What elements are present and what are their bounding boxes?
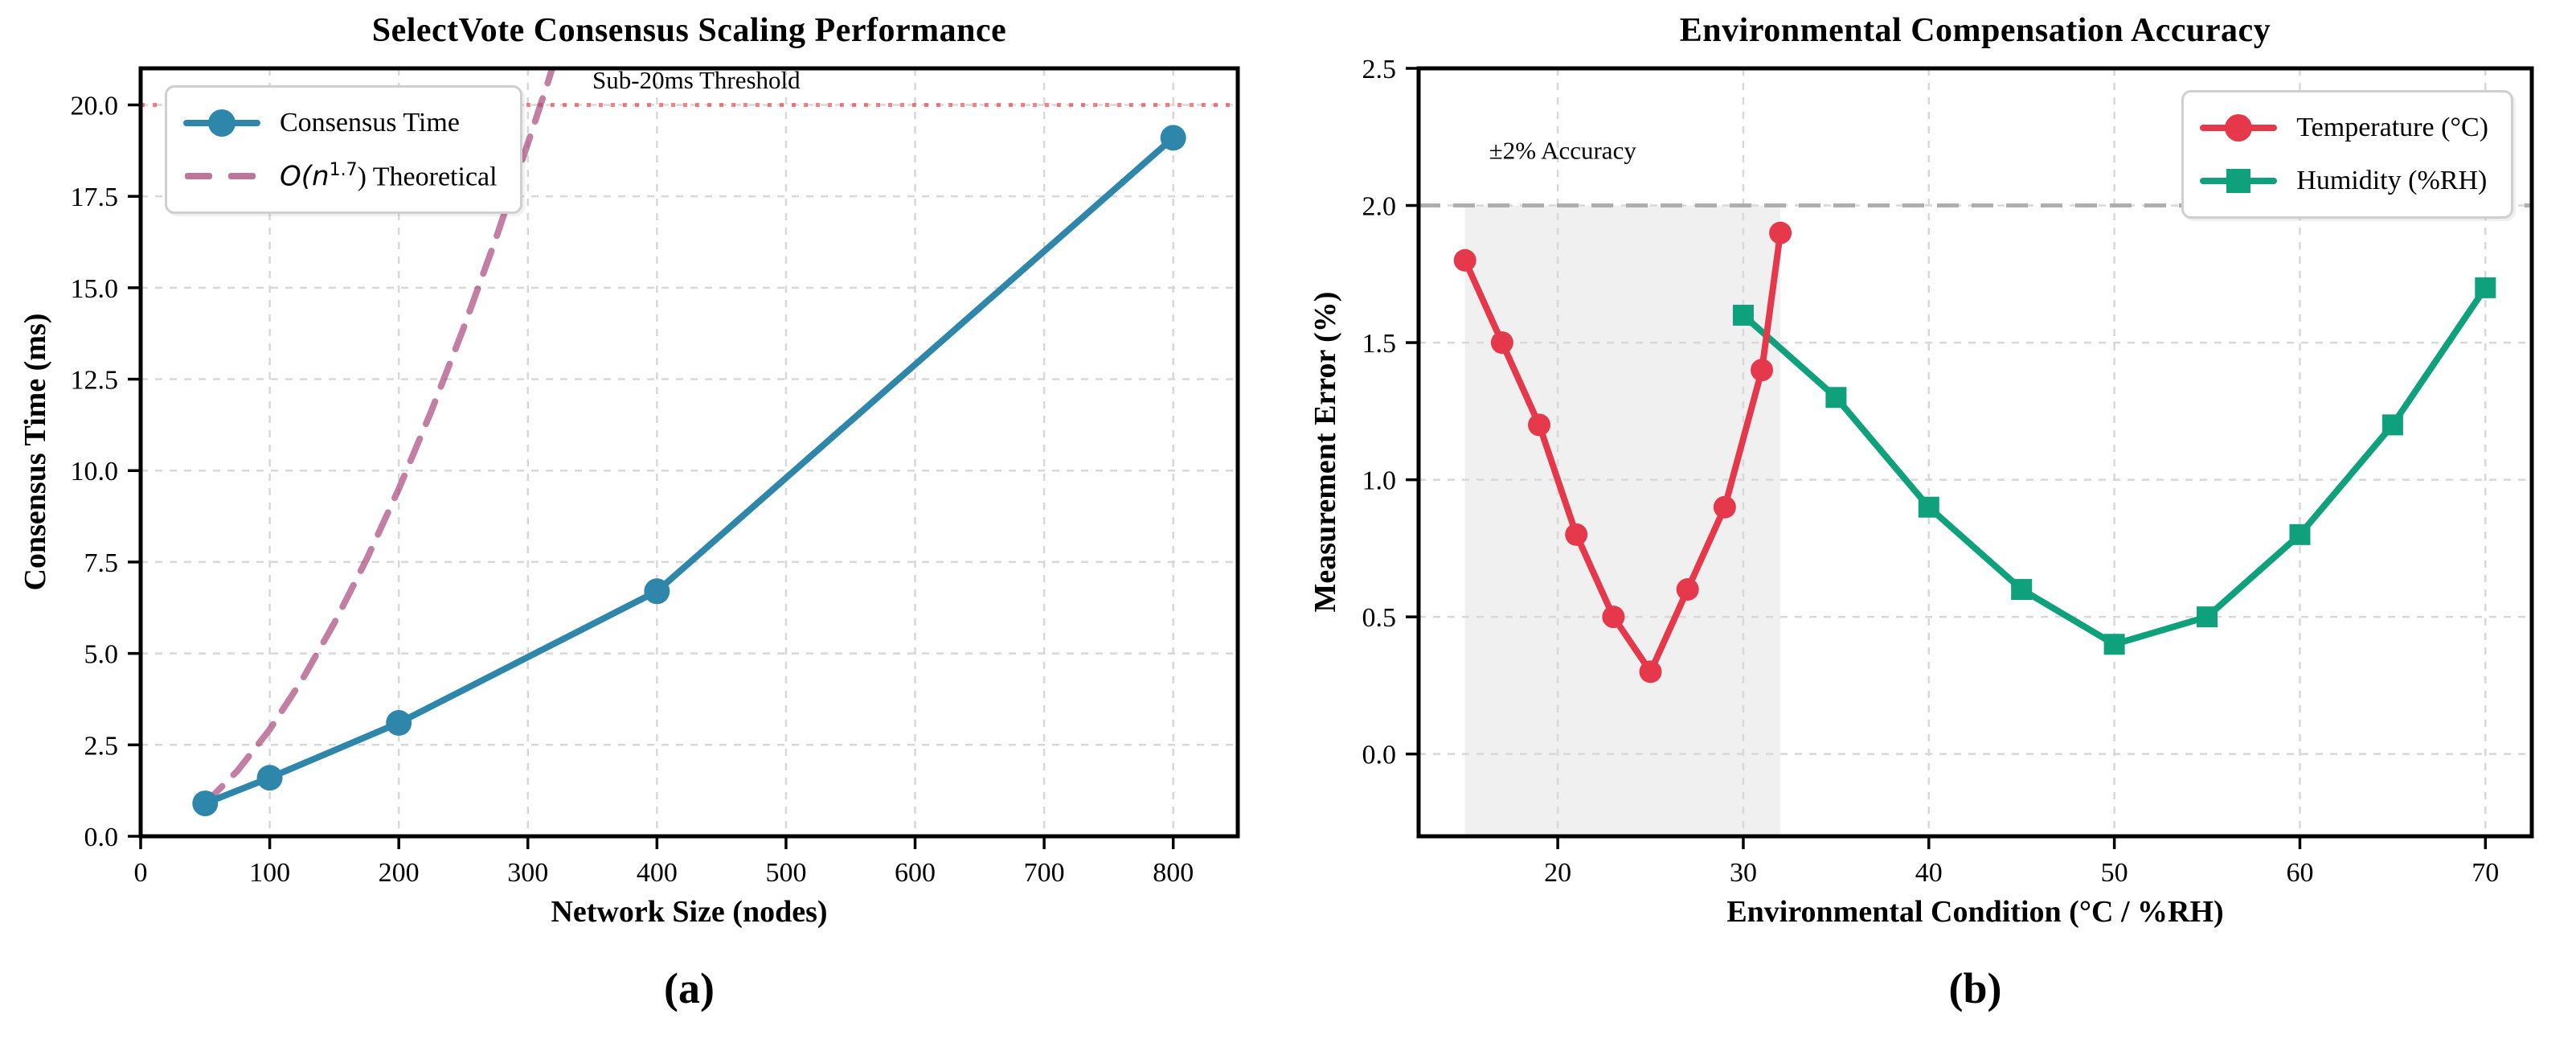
ticks: 20 30 40 50 60 70 0.0 0.5 1.0 1.5 2.0 2.5 [1362, 55, 2500, 888]
panel-b: Environmental Compensation Accuracy ±2% … [1290, 0, 2576, 1055]
legend-square-icon [2226, 169, 2251, 193]
data-point [1676, 578, 1699, 601]
x-tick-label: 300 [507, 858, 548, 888]
temperature-legend-marker [2200, 110, 2278, 146]
y-tick-label: 5.0 [84, 640, 119, 670]
data-point [1751, 359, 1774, 382]
x-tick-label: 40 [1915, 858, 1943, 888]
panel-b-legend: Temperature (°C) Humidity (%RH) [2181, 90, 2513, 219]
panel-b-letter: (b) [1948, 964, 2002, 1012]
humidity-legend-marker [2200, 163, 2278, 199]
x-tick-label: 200 [379, 858, 420, 888]
panel-a-xlabel: Network Size (nodes) [551, 895, 828, 929]
series-temperature-line [1461, 229, 1784, 675]
series-humidity-markers [1732, 277, 2496, 655]
data-point [644, 578, 670, 605]
y-tick-label: 1.5 [1362, 329, 1397, 359]
legend-item-theoretical: O(n1.7) Theoretical [183, 155, 498, 197]
y-tick-label: 10.0 [71, 457, 119, 486]
plot-border [1416, 66, 2534, 839]
x-tick-label: 70 [2472, 858, 2499, 888]
panel-a: SelectVote Consensus Scaling Performance… [0, 0, 1286, 1055]
legend-label: Consensus Time [280, 108, 460, 138]
legend-label: Humidity (%RH) [2296, 166, 2488, 195]
data-point [1639, 660, 1662, 683]
y-tick-label: 7.5 [84, 548, 119, 578]
y-tick-label: 1.0 [1362, 466, 1397, 496]
series-theoretical-line [202, 68, 556, 807]
data-point [1490, 331, 1513, 355]
y-tick-label: 0.0 [84, 823, 119, 852]
y-tick-label: 2.5 [84, 731, 119, 761]
x-tick-label: 0 [134, 858, 148, 888]
data-point [1825, 387, 1847, 408]
y-tick-label: 17.5 [71, 183, 119, 212]
data-point [1918, 496, 1939, 518]
y-tick-label: 0.0 [1362, 741, 1397, 770]
series-consensus-time-markers [192, 125, 1186, 817]
x-tick-label: 20 [1544, 858, 1571, 888]
theoretical-legend-marker [183, 158, 260, 194]
panel-a-letter: (a) [664, 964, 715, 1012]
shaded-region [1464, 205, 1781, 837]
data-point [1453, 248, 1476, 272]
legend-item-consensus-time: Consensus Time [183, 102, 498, 144]
data-point [2475, 277, 2496, 298]
legend-circle-icon [2225, 114, 2253, 142]
x-tick-label: 600 [895, 858, 936, 888]
legend-label: O(n1.7) Theoretical [280, 159, 498, 193]
legend-item-temperature: Temperature (°C) [2200, 107, 2488, 149]
x-tick-label: 100 [249, 858, 290, 888]
x-tick-label: 800 [1153, 858, 1194, 888]
data-point [1602, 605, 1625, 629]
data-point [2381, 414, 2403, 436]
data-point [1565, 523, 1588, 546]
series-temperature-markers [1453, 221, 1792, 683]
x-tick-label: 400 [637, 858, 678, 888]
data-point [1713, 495, 1736, 519]
y-tick-label: 20.0 [71, 91, 119, 121]
panel-a-legend: Consensus Time O(n1.7) Theoretical [165, 85, 522, 214]
x-tick-label: 30 [1730, 858, 1757, 888]
plot-border [138, 66, 1240, 839]
annotation-sub-20ms-threshold: Sub-20ms Threshold [592, 66, 801, 94]
ticks: 0 100 200 300 400 500 600 700 800 0.0 2.5 5.0 7.5 10.… [71, 91, 1194, 888]
panel-b-ylabel: Measurement Error (%) [1308, 291, 1342, 613]
panel-a-ylabel: Consensus Time (ms) [18, 313, 52, 591]
x-tick-label: 500 [765, 858, 806, 888]
data-point [192, 790, 219, 817]
y-tick-label: 2.5 [1362, 55, 1397, 84]
legend-dash-icon [228, 173, 256, 179]
panel-b-xlabel: Environmental Condition (°C / %RH) [1726, 895, 2224, 929]
data-point [2197, 606, 2218, 628]
data-point [2011, 579, 2033, 601]
x-tick-label: 50 [2101, 858, 2128, 888]
legend-label: Temperature (°C) [2296, 113, 2488, 142]
x-tick-label: 700 [1024, 858, 1065, 888]
legend-item-humidity: Humidity (%RH) [2200, 160, 2488, 202]
data-point [1769, 221, 1792, 244]
data-point [1160, 125, 1186, 151]
consensus-time-legend-marker [183, 105, 260, 141]
data-point [386, 710, 412, 737]
y-tick-label: 2.0 [1362, 192, 1397, 222]
panel-a-title: SelectVote Consensus Scaling Performance [371, 12, 1007, 49]
data-point [1528, 413, 1551, 437]
data-point [1732, 304, 1754, 326]
annotation-accuracy-limit: ±2% Accuracy [1489, 137, 1637, 165]
panel-b-title: Environmental Compensation Accuracy [1679, 12, 2271, 49]
grid [141, 68, 1238, 836]
x-tick-label: 60 [2286, 858, 2313, 888]
legend-circle-icon [208, 109, 235, 137]
y-tick-label: 12.5 [71, 366, 119, 396]
data-point [2103, 634, 2125, 655]
data-point [2289, 523, 2311, 545]
y-tick-label: 0.5 [1362, 603, 1397, 633]
y-tick-label: 15.0 [71, 274, 119, 304]
data-point [256, 765, 283, 791]
legend-dash-icon [185, 173, 212, 179]
